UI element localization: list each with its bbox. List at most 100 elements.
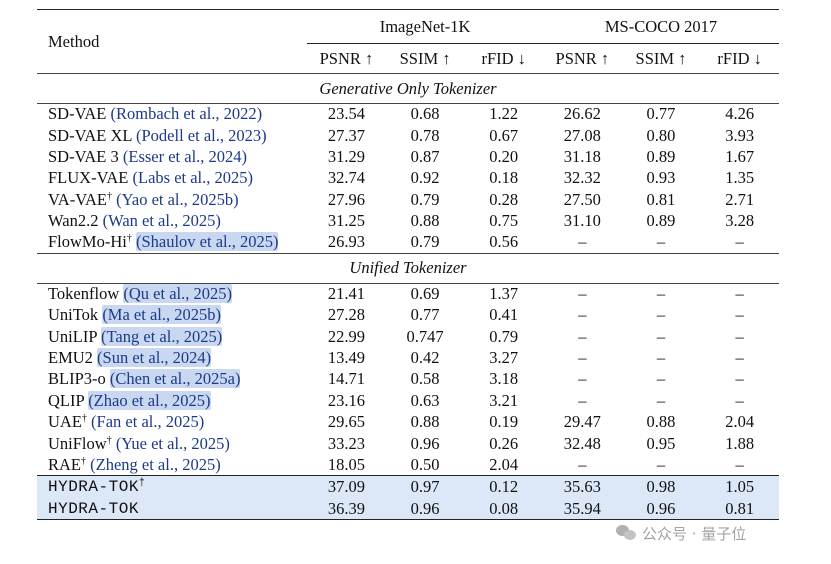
- value-cell: 32.32: [563, 168, 601, 188]
- citation-link[interactable]: (Yue et al., 2025): [115, 433, 230, 453]
- value-cell: –: [735, 348, 744, 368]
- value-cell: –: [578, 348, 587, 368]
- citation-link[interactable]: (Chen et al., 2025a): [109, 369, 241, 389]
- dagger-mark: †: [106, 190, 112, 202]
- citation-link[interactable]: (Rombach et al., 2022): [110, 104, 263, 124]
- value-cell: 3.28: [725, 211, 755, 231]
- method-header: Method: [48, 31, 100, 51]
- value-cell: 2.71: [725, 189, 755, 209]
- value-cell: 31.18: [563, 146, 601, 166]
- method-cell: HYDRA-TOK†: [37, 475, 308, 498]
- method-cell: UAE† (Fan et al., 2025): [37, 412, 307, 433]
- value-cell: 0.56: [489, 232, 519, 252]
- table-row: VA-VAE† (Yao et al., 2025b) 27.96 0.79 0.28…: [37, 189, 779, 210]
- method-cell: UniLIP (Tang et al., 2025): [37, 326, 307, 347]
- method-name: EMU2: [48, 348, 93, 368]
- value-cell: –: [656, 232, 666, 252]
- method-name: FlowMo-Hi: [48, 232, 127, 252]
- value-cell: 2.04: [725, 412, 755, 432]
- value-cell: –: [735, 305, 744, 325]
- method-cell: FlowMo-Hi† (Shaulov et al., 2025): [37, 232, 307, 253]
- value-cell: 33.23: [327, 433, 366, 453]
- citation-link[interactable]: (Labs et al., 2025): [132, 168, 254, 188]
- value-cell: 29.65: [327, 412, 366, 432]
- citation-link[interactable]: (Qu et al., 2025): [123, 284, 232, 304]
- ours-row: HYDRA-TOK† 37.09 0.97 0.12 35.63 0.98 1.05: [37, 475, 779, 498]
- value-cell: 0.96: [621, 497, 701, 520]
- citation-link[interactable]: (Sun et al., 2024): [97, 348, 212, 368]
- table-row: UniLIP (Tang et al., 2025) 22.99 0.747 0.79…: [37, 326, 779, 347]
- value-cell: 23.16: [327, 390, 366, 410]
- method-cell: SD-VAE (Rombach et al., 2022): [37, 104, 307, 125]
- citation-link[interactable]: (Esser et al., 2024): [122, 146, 248, 166]
- method-name: RAE: [48, 454, 81, 474]
- table-row: SD-VAE XL (Podell et al., 2023) 27.37 0.78…: [37, 125, 779, 146]
- value-cell: 0.26: [489, 433, 519, 453]
- value-cell: 31.25: [327, 211, 366, 231]
- method-cell: HYDRA-TOK: [37, 497, 308, 520]
- metric-header: rFID ↓: [717, 48, 762, 68]
- citation-link[interactable]: (Zhao et al., 2025): [88, 390, 211, 410]
- value-cell: 3.93: [725, 125, 755, 145]
- value-cell: 0.81: [646, 189, 676, 209]
- value-cell: –: [578, 454, 587, 474]
- value-cell: 29.47: [563, 412, 601, 432]
- value-cell: –: [656, 390, 666, 410]
- value-cell: 0.20: [489, 146, 519, 166]
- citation-link[interactable]: (Zheng et al., 2025): [90, 454, 221, 474]
- value-cell: 3.21: [489, 390, 519, 410]
- table-row: QLIP (Zhao et al., 2025) 23.16 0.63 3.21 – – –: [37, 390, 779, 411]
- method-name: UniLIP: [48, 326, 97, 346]
- value-cell: 27.08: [563, 125, 601, 145]
- value-cell: 23.54: [327, 104, 366, 124]
- value-cell: 0.81: [700, 497, 779, 520]
- method-name: SD-VAE: [48, 104, 107, 124]
- value-cell: 0.68: [410, 104, 440, 124]
- value-cell: 36.39: [307, 497, 386, 520]
- citation-link[interactable]: (Ma et al., 2025b): [102, 305, 221, 325]
- method-name: SD-VAE XL: [48, 125, 132, 145]
- table-row: SD-VAE 3 (Esser et al., 2024) 31.29 0.87 0.…: [37, 146, 779, 167]
- value-cell: 0.96: [410, 433, 440, 453]
- results-table: Method ImageNet-1K MS-COCO 2017 PSNR ↑ S…: [37, 9, 779, 520]
- value-cell: 0.747: [406, 326, 444, 346]
- value-cell: 0.93: [646, 168, 676, 188]
- citation-link[interactable]: (Tang et al., 2025): [101, 326, 223, 346]
- value-cell: 0.88: [410, 211, 440, 231]
- value-cell: –: [578, 326, 587, 346]
- method-name: SD-VAE 3: [48, 146, 119, 166]
- value-cell: 0.80: [646, 125, 676, 145]
- value-cell: –: [656, 348, 666, 368]
- value-cell: –: [578, 232, 587, 252]
- method-cell: BLIP3-o (Chen et al., 2025a): [37, 369, 307, 390]
- value-cell: 27.37: [327, 125, 366, 145]
- header-row-metrics: PSNR ↑ SSIM ↑ rFID ↓ PSNR ↑ SSIM ↑ rFID …: [37, 44, 779, 74]
- value-cell: –: [735, 369, 744, 389]
- value-cell: 0.41: [489, 305, 519, 325]
- method-name: FLUX-VAE: [48, 168, 129, 188]
- ours-row: HYDRA-TOK 36.39 0.96 0.08 35.94 0.96 0.81: [37, 497, 779, 520]
- citation-link[interactable]: (Podell et al., 2023): [136, 125, 267, 145]
- citation-link[interactable]: (Shaulov et al., 2025): [135, 232, 279, 252]
- value-cell: 21.41: [327, 284, 366, 304]
- group-header-imagenet: ImageNet-1K: [307, 9, 544, 44]
- value-cell: 0.50: [410, 454, 440, 474]
- watermark-text: 公众号 · 量子位: [642, 524, 747, 543]
- value-cell: 35.94: [543, 497, 622, 520]
- table-row: FlowMo-Hi† (Shaulov et al., 2025) 26.93 0.…: [37, 232, 779, 253]
- value-cell: 0.88: [410, 412, 440, 432]
- value-cell: 0.42: [410, 348, 440, 368]
- value-cell: 37.09: [307, 475, 386, 498]
- value-cell: 27.50: [563, 189, 601, 209]
- citation-link[interactable]: (Fan et al., 2025): [91, 412, 205, 432]
- value-cell: 1.35: [725, 168, 755, 188]
- value-cell: 0.69: [410, 284, 440, 304]
- value-cell: 26.62: [563, 104, 601, 124]
- citation-link[interactable]: (Wan et al., 2025): [102, 211, 221, 231]
- method-cell: UniTok (Ma et al., 2025b): [37, 305, 307, 326]
- method-cell: UniFlow† (Yue et al., 2025): [37, 433, 307, 454]
- method-cell: RAE† (Zheng et al., 2025): [37, 454, 307, 475]
- citation-link[interactable]: (Yao et al., 2025b): [116, 189, 239, 209]
- value-cell: –: [656, 326, 666, 346]
- section-header-row: Generative Only Tokenizer: [37, 73, 779, 104]
